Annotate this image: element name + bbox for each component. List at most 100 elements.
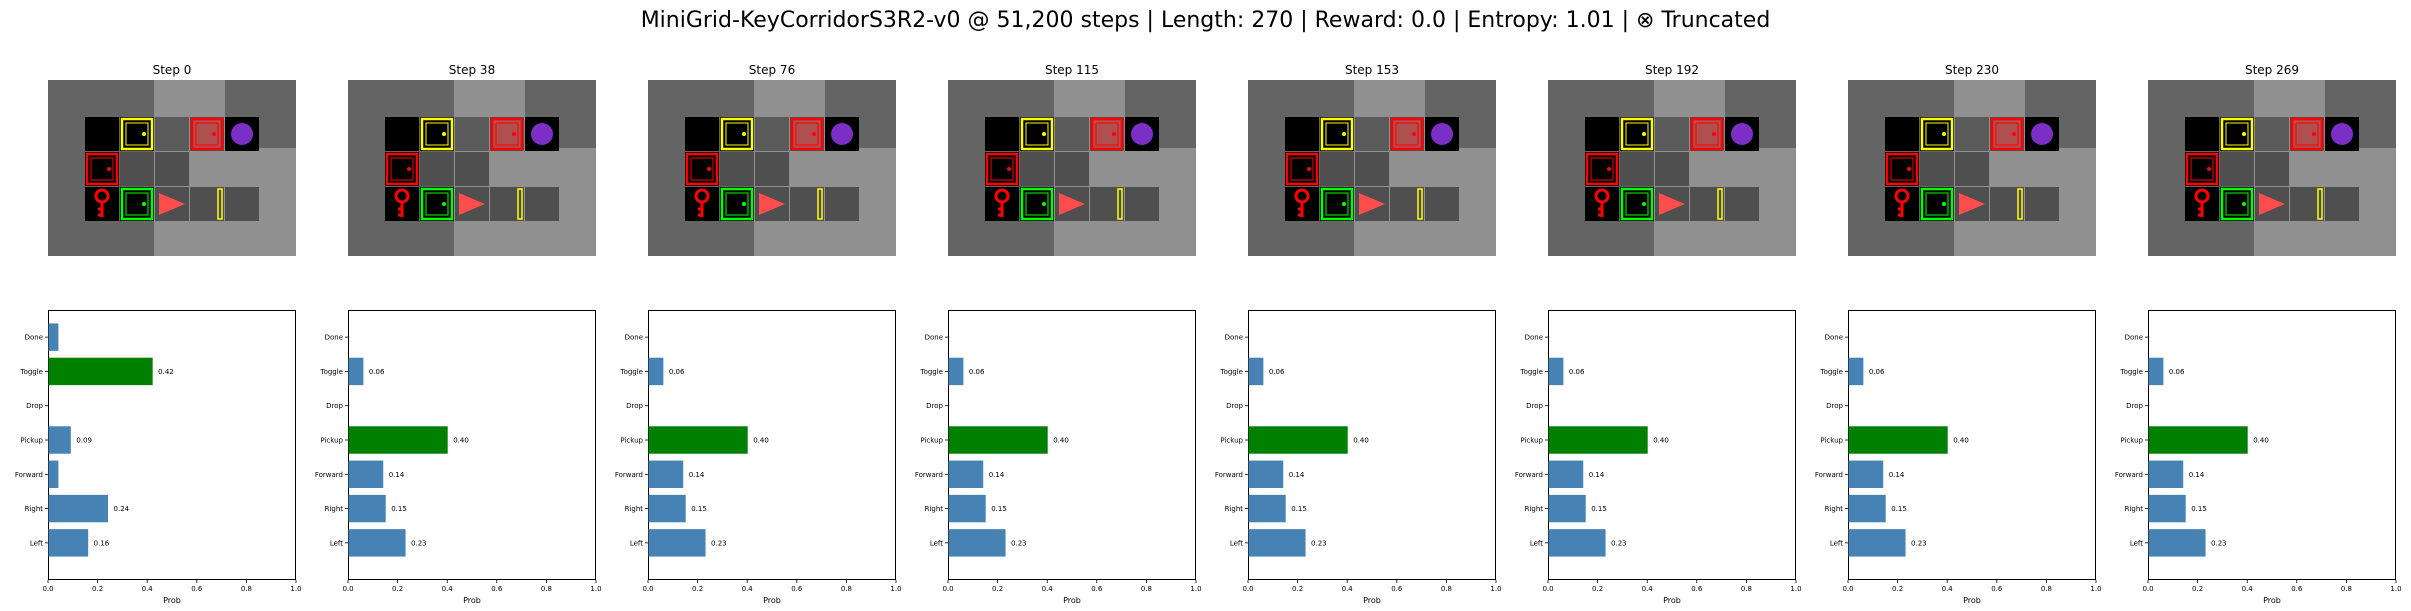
agent-icon bbox=[2259, 193, 2285, 215]
category-label: Forward bbox=[315, 471, 343, 479]
green-door-icon bbox=[120, 187, 154, 221]
red-door-icon-handle bbox=[812, 132, 816, 136]
green-door-icon-handle bbox=[1342, 202, 1346, 206]
yellow-door-icon-inner bbox=[725, 122, 749, 146]
x-tick-label: 0.0 bbox=[342, 585, 353, 593]
bar-pickup bbox=[1848, 426, 1948, 454]
x-tick-label: 0.0 bbox=[942, 585, 953, 593]
category-label: Right bbox=[2125, 505, 2144, 513]
red-door-icon bbox=[1090, 117, 1124, 151]
grid-floor-cell bbox=[420, 152, 454, 186]
value-label: 0.23 bbox=[711, 539, 727, 547]
x-tick-label: 0.4 bbox=[1042, 585, 1054, 593]
grid-floor-cell bbox=[720, 117, 754, 151]
category-label: Toggle bbox=[1219, 368, 1243, 376]
red-door-icon-inner bbox=[2295, 122, 2319, 146]
x-tick-label: 0.2 bbox=[992, 585, 1003, 593]
bar-forward bbox=[948, 460, 984, 488]
action-prob-chart: Left 0.16 Right 0.24 Forward Pickup 0.09 Drop To… bbox=[15, 310, 302, 605]
category-label: Left bbox=[930, 539, 943, 547]
bar-done bbox=[48, 323, 59, 351]
value-label: 0.23 bbox=[1911, 539, 1927, 547]
category-label: Forward bbox=[1215, 471, 1243, 479]
value-label: 0.15 bbox=[391, 505, 407, 513]
x-tick-label: 0.8 bbox=[1741, 585, 1752, 593]
purple-ball-icon bbox=[2331, 123, 2353, 145]
category-label: Pickup bbox=[1220, 437, 1243, 445]
green-door-icon-handle bbox=[2242, 202, 2246, 206]
red-door-icon-handle bbox=[707, 167, 711, 171]
grid-floor-cell bbox=[1585, 152, 1619, 186]
bar-left bbox=[648, 529, 706, 557]
open-yellow-door-icon bbox=[817, 188, 823, 220]
value-label: 0.14 bbox=[1289, 471, 1305, 479]
category-label: Toggle bbox=[19, 368, 43, 376]
yellow-door-icon-handle bbox=[1042, 132, 1046, 136]
grid-floor-cell bbox=[1920, 187, 1954, 221]
red-key-shaft bbox=[1598, 202, 1604, 217]
panel-title: Step 38 bbox=[448, 63, 496, 77]
green-door-icon-inner bbox=[125, 192, 149, 216]
grid-floor-cell bbox=[2185, 117, 2219, 151]
bar-toggle bbox=[1248, 357, 1264, 386]
value-label: 0.24 bbox=[114, 505, 130, 513]
value-label: 0.09 bbox=[76, 437, 92, 445]
grid-floor-cell bbox=[1990, 187, 2024, 221]
category-label: Right bbox=[325, 505, 344, 513]
yellow-door-icon-handle bbox=[742, 132, 746, 136]
green-door-icon bbox=[1920, 187, 1954, 221]
red-door-icon-inner bbox=[990, 157, 1014, 181]
value-label: 0.16 bbox=[94, 539, 110, 547]
x-tick-label: 0.8 bbox=[2341, 585, 2352, 593]
grid-floor-cell bbox=[1125, 187, 1159, 221]
action-prob-chart: Left 0.23 Right 0.15 Forward 0.14 Pickup 0.40 Dr… bbox=[1215, 310, 1502, 605]
red-door-icon-inner bbox=[1290, 157, 1314, 181]
grid-observation bbox=[648, 80, 896, 256]
red-door-icon-handle bbox=[1007, 167, 1011, 171]
red-door-icon-inner bbox=[1095, 122, 1119, 146]
red-door-icon-inner bbox=[90, 157, 114, 181]
value-label: 0.06 bbox=[969, 368, 985, 376]
bar-right bbox=[948, 494, 986, 523]
category-label: Done bbox=[325, 334, 343, 342]
grid-floor-cell bbox=[1885, 117, 1919, 151]
red-door-icon-handle bbox=[2207, 167, 2211, 171]
panel-title: Step 153 bbox=[1344, 63, 1400, 77]
red-key-shaft bbox=[1298, 202, 1304, 217]
red-door-icon bbox=[2185, 152, 2219, 186]
red-door-icon-handle bbox=[512, 132, 516, 136]
category-label: Done bbox=[25, 334, 43, 342]
grid-floor-cell bbox=[2255, 117, 2289, 151]
value-label: 0.14 bbox=[389, 471, 405, 479]
category-label: Forward bbox=[2115, 471, 2143, 479]
category-label: Left bbox=[2130, 539, 2143, 547]
grid-floor-cell bbox=[120, 187, 154, 221]
bar-left bbox=[1848, 529, 1906, 557]
category-label: Left bbox=[1230, 539, 1243, 547]
green-door-icon-inner bbox=[1625, 192, 1649, 216]
category-label: Right bbox=[25, 505, 44, 513]
bar-pickup bbox=[1548, 426, 1648, 454]
red-door-icon-handle bbox=[1412, 132, 1416, 136]
grid-floor-cell bbox=[790, 187, 824, 221]
value-label: 0.40 bbox=[2253, 437, 2269, 445]
x-tick-label: 0.6 bbox=[1091, 585, 1103, 593]
grid-floor-cell bbox=[720, 152, 754, 186]
grid-floor-cell bbox=[225, 187, 259, 221]
grid-observation bbox=[2148, 80, 2396, 256]
value-label: 0.15 bbox=[1591, 505, 1607, 513]
red-door-icon-inner bbox=[1995, 122, 2019, 146]
category-label: Right bbox=[925, 505, 944, 513]
grid-floor-cell bbox=[525, 187, 559, 221]
x-axis-label: Prob bbox=[763, 596, 781, 605]
grid-floor-cell bbox=[490, 187, 524, 221]
x-tick-label: 1.0 bbox=[1490, 585, 1501, 593]
grid-floor-cell bbox=[1355, 152, 1389, 186]
yellow-door-icon bbox=[1920, 117, 1954, 151]
bar-forward bbox=[1848, 460, 1884, 488]
green-door-icon-handle bbox=[1942, 202, 1946, 206]
category-label: Pickup bbox=[1520, 437, 1543, 445]
value-label: 0.40 bbox=[1953, 437, 1969, 445]
red-door-icon bbox=[985, 152, 1019, 186]
value-label: 0.14 bbox=[989, 471, 1005, 479]
